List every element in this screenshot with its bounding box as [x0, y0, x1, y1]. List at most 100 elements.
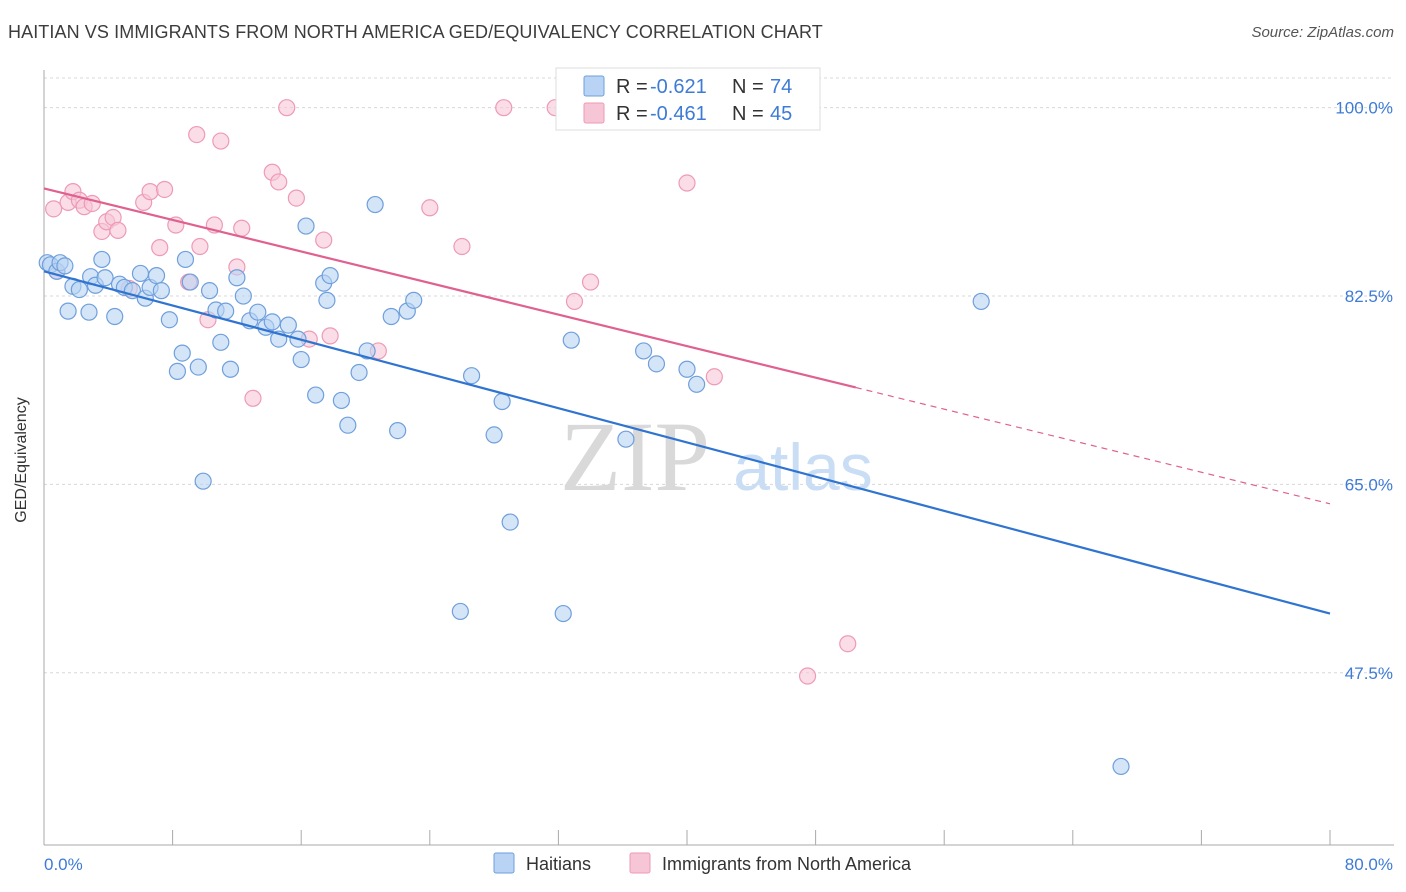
pink-point-36: [495, 99, 513, 117]
blue-point-61: [493, 392, 511, 411]
y-tick-label-2: 82.5%: [1345, 287, 1393, 306]
blue-point-37: [249, 303, 267, 321]
pink-points: [45, 99, 857, 685]
blue-point-57: [405, 291, 423, 309]
blue-point-59: [462, 367, 481, 385]
pink-point-22: [212, 132, 230, 150]
blue-point-44: [297, 217, 315, 235]
blue-point-21: [152, 282, 170, 300]
series-legend-label-pink: Immigrants from North America: [662, 854, 912, 874]
blue-point-11: [93, 250, 111, 269]
pink-point-39: [581, 273, 600, 291]
y-tick-label-1: 65.0%: [1345, 475, 1393, 494]
chart-source: Source: ZipAtlas.com: [1251, 24, 1394, 41]
blue-point-13: [106, 307, 124, 326]
watermark-zip: ZIP: [560, 401, 710, 512]
stats-legend-n-label-blue: N =: [732, 76, 764, 98]
blue-point-32: [217, 302, 235, 320]
blue-point-5: [59, 302, 77, 320]
blue-point-62: [501, 513, 519, 531]
blue-point-48: [321, 266, 339, 285]
pink-point-28: [278, 99, 296, 117]
blue-point-23: [168, 362, 187, 380]
blue-point-8: [80, 303, 98, 321]
pink-point-31: [315, 231, 333, 249]
blue-point-53: [366, 195, 384, 214]
blue-trend-line: [43, 270, 1331, 615]
stats-legend-swatch-blue: [583, 75, 605, 97]
blue-point-25: [176, 250, 195, 269]
series-legend-label-blue: Haitians: [526, 854, 591, 874]
pink-point-15: [155, 180, 174, 199]
blue-point-45: [307, 386, 325, 404]
blue-points: [38, 195, 1130, 776]
blue-point-22: [160, 311, 178, 329]
stats-legend-r-value-blue: -0.621: [650, 76, 707, 98]
watermark: ZIP atlas: [560, 401, 873, 512]
pink-point-41: [705, 368, 723, 386]
stats-legend-r-label-blue: R =: [616, 76, 648, 98]
series-legend-swatch-blue: [493, 852, 515, 874]
blue-point-70: [972, 292, 990, 311]
series-legend-swatch-pink: [629, 852, 651, 874]
blue-point-63: [554, 604, 572, 623]
blue-point-64: [562, 331, 580, 349]
blue-point-28: [194, 472, 212, 490]
blue-point-41: [279, 316, 297, 334]
trend-lines: [43, 187, 1331, 615]
pink-point-43: [839, 635, 857, 653]
pink-point-13: [141, 183, 159, 201]
blue-point-7: [70, 280, 88, 299]
pink-point-14: [151, 239, 169, 257]
stats-legend-n-label-pink: N =: [732, 103, 764, 125]
blue-point-60: [485, 426, 503, 444]
blue-point-50: [339, 416, 357, 434]
series-legend: Haitians Immigrants from North America: [493, 852, 912, 874]
blue-point-47: [318, 291, 336, 309]
stats-legend: R = -0.621 N = 74 R = -0.461 N = 45: [555, 67, 821, 131]
blue-point-43: [292, 350, 310, 369]
pink-point-42: [798, 667, 817, 685]
stats-legend-r-label-pink: R =: [616, 103, 648, 125]
pink-point-32: [321, 327, 339, 345]
stats-legend-n-value-blue: 74: [770, 76, 792, 98]
blue-point-52: [358, 342, 376, 360]
watermark-atlas: atlas: [733, 430, 872, 504]
stats-legend-n-value-pink: 45: [770, 103, 792, 125]
blue-point-20: [147, 266, 166, 285]
x-tick-label-start: 0.0%: [44, 855, 83, 874]
blue-point-55: [389, 421, 407, 440]
blue-point-17: [131, 264, 150, 283]
pink-point-27: [270, 173, 288, 191]
y-tick-label-0: 47.5%: [1345, 664, 1393, 683]
y-tick-label-3: 100.0%: [1335, 99, 1393, 118]
blue-point-12: [96, 269, 114, 287]
blue-point-29: [200, 282, 219, 300]
blue-point-27: [189, 358, 207, 376]
blue-point-51: [350, 363, 368, 382]
pink-point-0: [45, 200, 63, 218]
axes: [43, 70, 1394, 846]
stats-legend-r-value-pink: -0.461: [650, 103, 707, 125]
pink-point-18: [188, 125, 206, 144]
stats-legend-swatch-pink: [583, 102, 605, 124]
pink-trend-line: [43, 187, 857, 389]
blue-point-33: [221, 360, 240, 378]
blue-point-69: [688, 375, 706, 393]
pink-point-35: [453, 237, 471, 256]
pink-point-38: [565, 292, 584, 311]
blue-point-34: [228, 269, 246, 287]
tick-labels: 47.5% 65.0% 82.5% 100.0% 0.0% 80.0%: [44, 99, 1393, 874]
blue-point-26: [181, 273, 199, 291]
pink-point-29: [287, 189, 305, 207]
blue-point-67: [647, 355, 666, 373]
blue-point-71: [1112, 757, 1130, 776]
blue-point-4: [56, 257, 74, 275]
pink-point-34: [421, 199, 439, 217]
blue-point-35: [234, 287, 252, 305]
blue-point-49: [332, 391, 350, 410]
pink-trend-line-extension: [855, 386, 1331, 505]
pink-point-40: [678, 174, 696, 192]
blue-point-31: [212, 333, 230, 351]
